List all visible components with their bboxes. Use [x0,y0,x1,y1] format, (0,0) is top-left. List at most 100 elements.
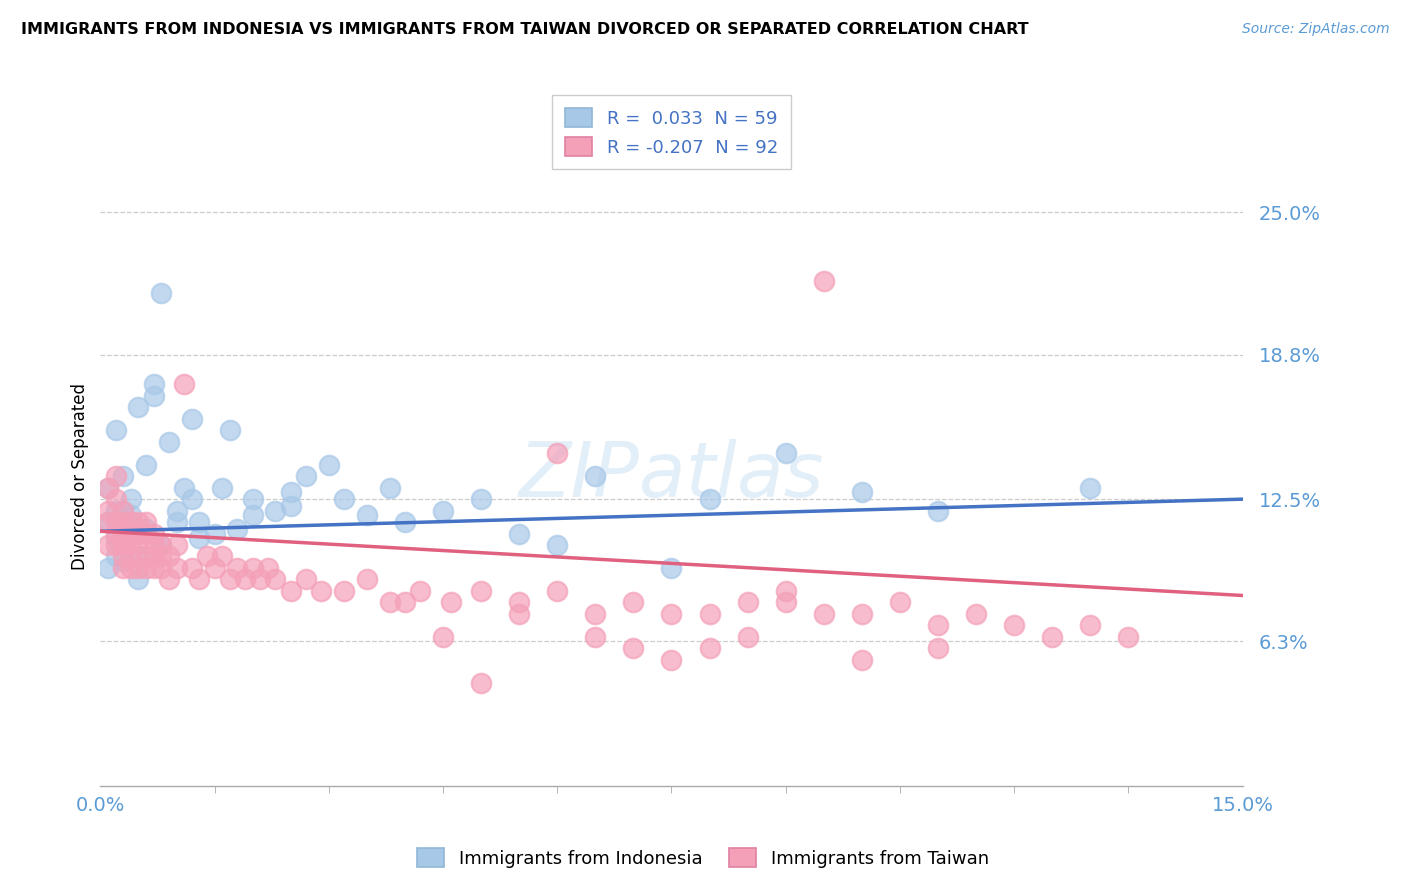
Point [621,595,644,609]
Point [188,515,211,529]
Text: Source: ZipAtlas.com: Source: ZipAtlas.com [1241,22,1389,37]
Point [661,561,683,575]
Point [737,595,759,609]
Point [508,595,530,609]
Point [470,675,492,690]
Point [188,573,211,587]
Point [927,503,949,517]
Point [661,653,683,667]
Point [378,595,401,609]
Point [546,446,568,460]
Point [127,401,149,415]
Point [851,607,873,621]
Point [257,561,280,575]
Point [318,458,340,472]
Point [218,423,240,437]
Point [150,561,173,575]
Point [112,554,135,568]
Point [699,641,721,656]
Point [135,549,157,564]
Point [104,469,127,483]
Point [135,458,157,472]
Point [394,595,416,609]
Point [440,595,463,609]
Point [166,515,188,529]
Point [135,522,157,536]
Point [173,377,195,392]
Point [233,573,256,587]
Point [120,549,142,564]
Point [1078,618,1101,632]
Point [409,583,432,598]
Point [157,573,180,587]
Point [150,549,173,564]
Point [1002,618,1025,632]
Point [120,519,142,533]
Point [226,522,249,536]
Point [166,503,188,517]
Point [546,538,568,552]
Point [195,549,218,564]
Point [280,485,302,500]
Point [127,549,149,564]
Point [965,607,987,621]
Point [264,503,287,517]
Point [120,492,142,507]
Point [394,515,416,529]
Point [333,583,356,598]
Point [242,561,264,575]
Point [120,526,142,541]
Point [775,595,797,609]
Point [583,469,606,483]
Point [583,630,606,644]
Point [97,561,120,575]
Point [150,538,173,552]
Point [1078,481,1101,495]
Point [204,561,226,575]
Point [1118,630,1140,644]
Point [813,607,835,621]
Point [333,492,356,507]
Point [97,515,120,529]
Point [470,583,492,598]
Legend: Immigrants from Indonesia, Immigrants from Taiwan: Immigrants from Indonesia, Immigrants fr… [406,837,1000,879]
Point [583,607,606,621]
Point [97,481,120,495]
Point [927,618,949,632]
Point [127,561,149,575]
Point [454,103,477,117]
Point [112,503,135,517]
Point [135,526,157,541]
Point [211,549,233,564]
Point [699,492,721,507]
Point [280,499,302,513]
Point [1040,630,1063,644]
Point [295,573,318,587]
Point [120,561,142,575]
Point [470,492,492,507]
Point [142,377,165,392]
Point [120,508,142,523]
Point [813,274,835,288]
Point [104,538,127,552]
Point [142,526,165,541]
Point [104,423,127,437]
Point [135,515,157,529]
Point [927,641,949,656]
Point [157,434,180,449]
Point [112,526,135,541]
Point [621,641,644,656]
Point [188,531,211,545]
Point [295,469,318,483]
Point [851,653,873,667]
Legend: R =  0.033  N = 59, R = -0.207  N = 92: R = 0.033 N = 59, R = -0.207 N = 92 [553,95,790,169]
Point [104,549,127,564]
Point [127,538,149,552]
Point [120,538,142,552]
Point [432,630,454,644]
Point [249,573,271,587]
Text: ZIPatlas: ZIPatlas [519,439,824,513]
Point [97,538,120,552]
Point [309,583,332,598]
Point [242,508,264,523]
